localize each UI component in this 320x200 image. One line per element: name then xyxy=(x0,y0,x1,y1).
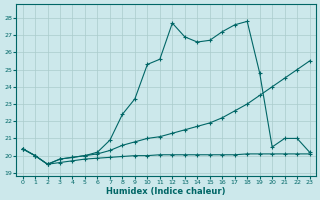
X-axis label: Humidex (Indice chaleur): Humidex (Indice chaleur) xyxy=(106,187,226,196)
